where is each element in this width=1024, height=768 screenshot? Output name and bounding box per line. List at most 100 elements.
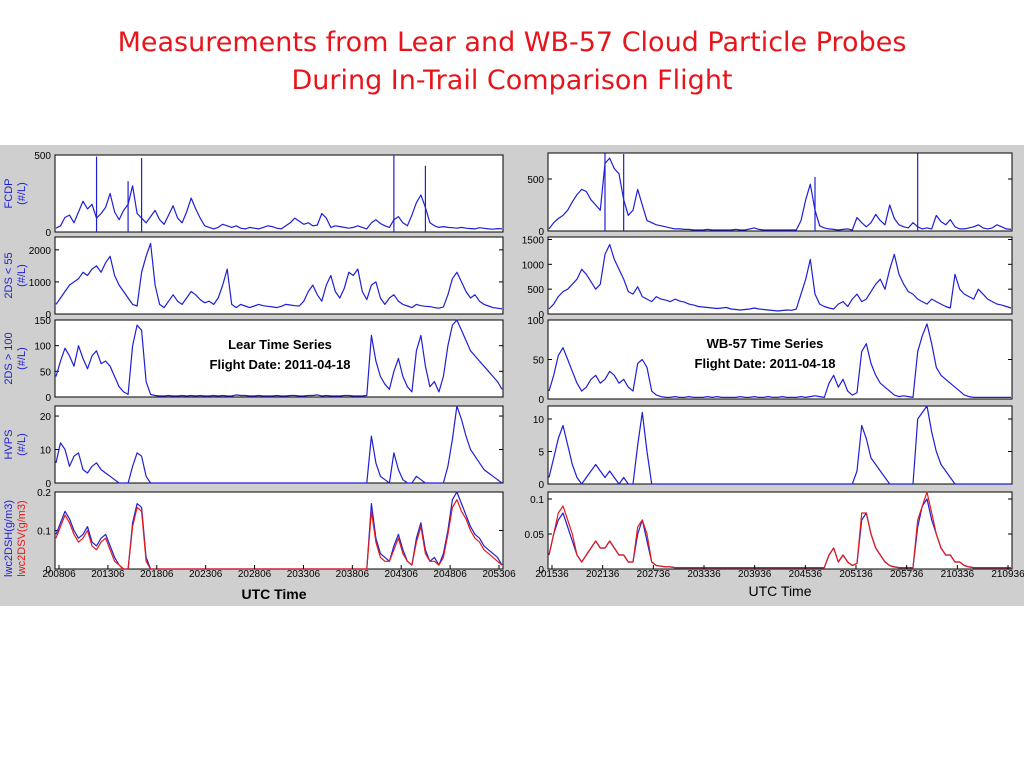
y-axis-label: 2DS > 100 <box>3 332 15 384</box>
y-tick-label: 0 <box>45 228 51 239</box>
plot-frame <box>54 491 504 570</box>
panel-2: 0 1000 2000 2DS < 55 (#/L) <box>3 236 504 321</box>
panel-3: 0 50 100 150 2DS > 100 (#/L) <box>3 316 504 404</box>
x-tick-label: 202736 <box>637 569 671 580</box>
x-tick-label: 205306 <box>482 569 516 580</box>
y-tick-label: 1500 <box>522 235 545 246</box>
y-tick-label: 100 <box>527 316 544 327</box>
y-tick-label: 1000 <box>29 278 52 289</box>
x-axis-label: UTC Time <box>241 586 306 602</box>
panel-1: 0 500 <box>527 152 1013 238</box>
y-axis-label: (#/L) <box>16 264 28 287</box>
y-tick-label: 20 <box>40 412 52 423</box>
x-tick-label: 201306 <box>91 569 125 580</box>
y-tick-label: 0 <box>538 395 544 406</box>
x-tick-label: 203306 <box>287 569 321 580</box>
x-tick-label: 205736 <box>890 569 924 580</box>
figure-panel: 0 500 FCDP (#/L) 0 1000 2000 2DS < 55 (#/L) 0 50 10… <box>0 145 1024 606</box>
x-tick-label: 203936 <box>738 569 772 580</box>
plot-frame <box>54 154 504 233</box>
y-tick-label: 0.1 <box>37 527 51 538</box>
x-axis-label: UTC Time <box>749 583 812 599</box>
y-axis-label: (#/L) <box>16 433 28 456</box>
y-tick-label: 0 <box>45 393 51 404</box>
series-line-blue <box>55 405 503 484</box>
plot-frame <box>547 236 1013 315</box>
panel-4: 0 5 10 <box>533 405 1013 491</box>
y-tick-label: 50 <box>40 367 52 378</box>
panel-5: 0 0.05 0.1 <box>525 491 1013 576</box>
series-line-blue <box>548 405 1011 485</box>
panel-5: 0 0.1 0.2 lwc2DSH(g/m3) lwc2DSV(g/m3) <box>3 488 504 577</box>
y-tick-label: 0 <box>538 310 544 321</box>
x-tick-label: 201806 <box>140 569 174 580</box>
plot-frame <box>54 405 504 484</box>
x-tick-label: 203806 <box>336 569 370 580</box>
x-tick-label: 204806 <box>433 569 467 580</box>
y-tick-label: 2000 <box>29 246 52 257</box>
y-tick-label: 0.2 <box>37 488 51 499</box>
x-tick-label: 200806 <box>42 569 76 580</box>
x-tick-label: 202136 <box>586 569 620 580</box>
x-tick-label: 204306 <box>385 569 419 580</box>
y-tick-label: 0.1 <box>530 495 544 506</box>
series-line-blue <box>548 157 1012 231</box>
x-tick-label: 203336 <box>687 569 721 580</box>
y-tick-label: 500 <box>34 151 51 162</box>
series-line-blue <box>548 323 1011 398</box>
y-tick-label: 0 <box>538 565 544 576</box>
series-line-blue <box>55 185 503 230</box>
y-axis-label: lwc2DSH(g/m3) <box>3 500 15 577</box>
x-tick-label: 210336 <box>941 569 975 580</box>
plot-frame <box>547 152 1013 232</box>
y-axis-label: FCDP <box>3 179 15 209</box>
y-tick-label: 100 <box>34 342 51 353</box>
y-tick-label: 0 <box>45 565 51 576</box>
y-tick-label: 5 <box>538 448 544 459</box>
plot-frame <box>547 491 1013 570</box>
chart-wb57: 0500050010001500050100051000.050.1201536… <box>522 152 1024 599</box>
panel-2: 0 500 1000 1500 <box>522 235 1013 321</box>
series-line-blue <box>55 242 503 310</box>
annotation-date: Flight Date: 2011-04-18 <box>210 357 351 372</box>
series-line-blue <box>548 243 1012 312</box>
series-line-red <box>55 499 503 570</box>
annotation-title: Lear Time Series <box>228 337 332 352</box>
x-tick-label: 205136 <box>839 569 873 580</box>
plot-frame <box>547 405 1013 485</box>
panel-3: 0 50 100 <box>527 316 1013 406</box>
x-tick-label: 202806 <box>238 569 272 580</box>
panel-1: 0 500 FCDP (#/L) <box>3 151 504 239</box>
series-line-blue <box>55 319 503 397</box>
annotation-title: WB-57 Time Series <box>707 336 824 351</box>
y-tick-label: 0.05 <box>525 530 545 541</box>
y-axis-label: lwc2DSV(g/m3) <box>16 500 28 576</box>
y-axis-label: (#/L) <box>16 347 28 370</box>
y-tick-label: 10 <box>40 446 52 457</box>
series-line-red <box>548 491 1011 569</box>
y-tick-label: 0 <box>45 310 51 321</box>
y-axis-label: HVPS <box>3 430 15 460</box>
y-tick-label: 0 <box>538 227 544 238</box>
slide-title-line-1: Measurements from Lear and WB-57 Cloud P… <box>117 27 907 58</box>
y-tick-label: 1000 <box>522 260 545 271</box>
slide-title-line-2: During In-Trail Comparison Flight <box>291 65 733 96</box>
y-axis-label: (#/L) <box>16 182 28 205</box>
annotation-date: Flight Date: 2011-04-18 <box>695 356 836 371</box>
y-tick-label: 0 <box>538 480 544 491</box>
y-axis-label: 2DS < 55 <box>3 252 15 298</box>
y-tick-label: 150 <box>34 316 51 327</box>
y-tick-label: 500 <box>527 285 544 296</box>
panel-4: 0 10 20 HVPS (#/L) <box>3 405 504 490</box>
x-tick-label: 204536 <box>789 569 823 580</box>
x-tick-label: 202306 <box>189 569 223 580</box>
y-tick-label: 0 <box>45 479 51 490</box>
plot-frame <box>54 319 504 398</box>
y-tick-label: 50 <box>533 356 545 367</box>
y-tick-label: 10 <box>533 415 545 426</box>
x-tick-label: 210936 <box>991 569 1024 580</box>
y-tick-label: 500 <box>527 175 544 186</box>
plot-frame <box>54 236 504 315</box>
